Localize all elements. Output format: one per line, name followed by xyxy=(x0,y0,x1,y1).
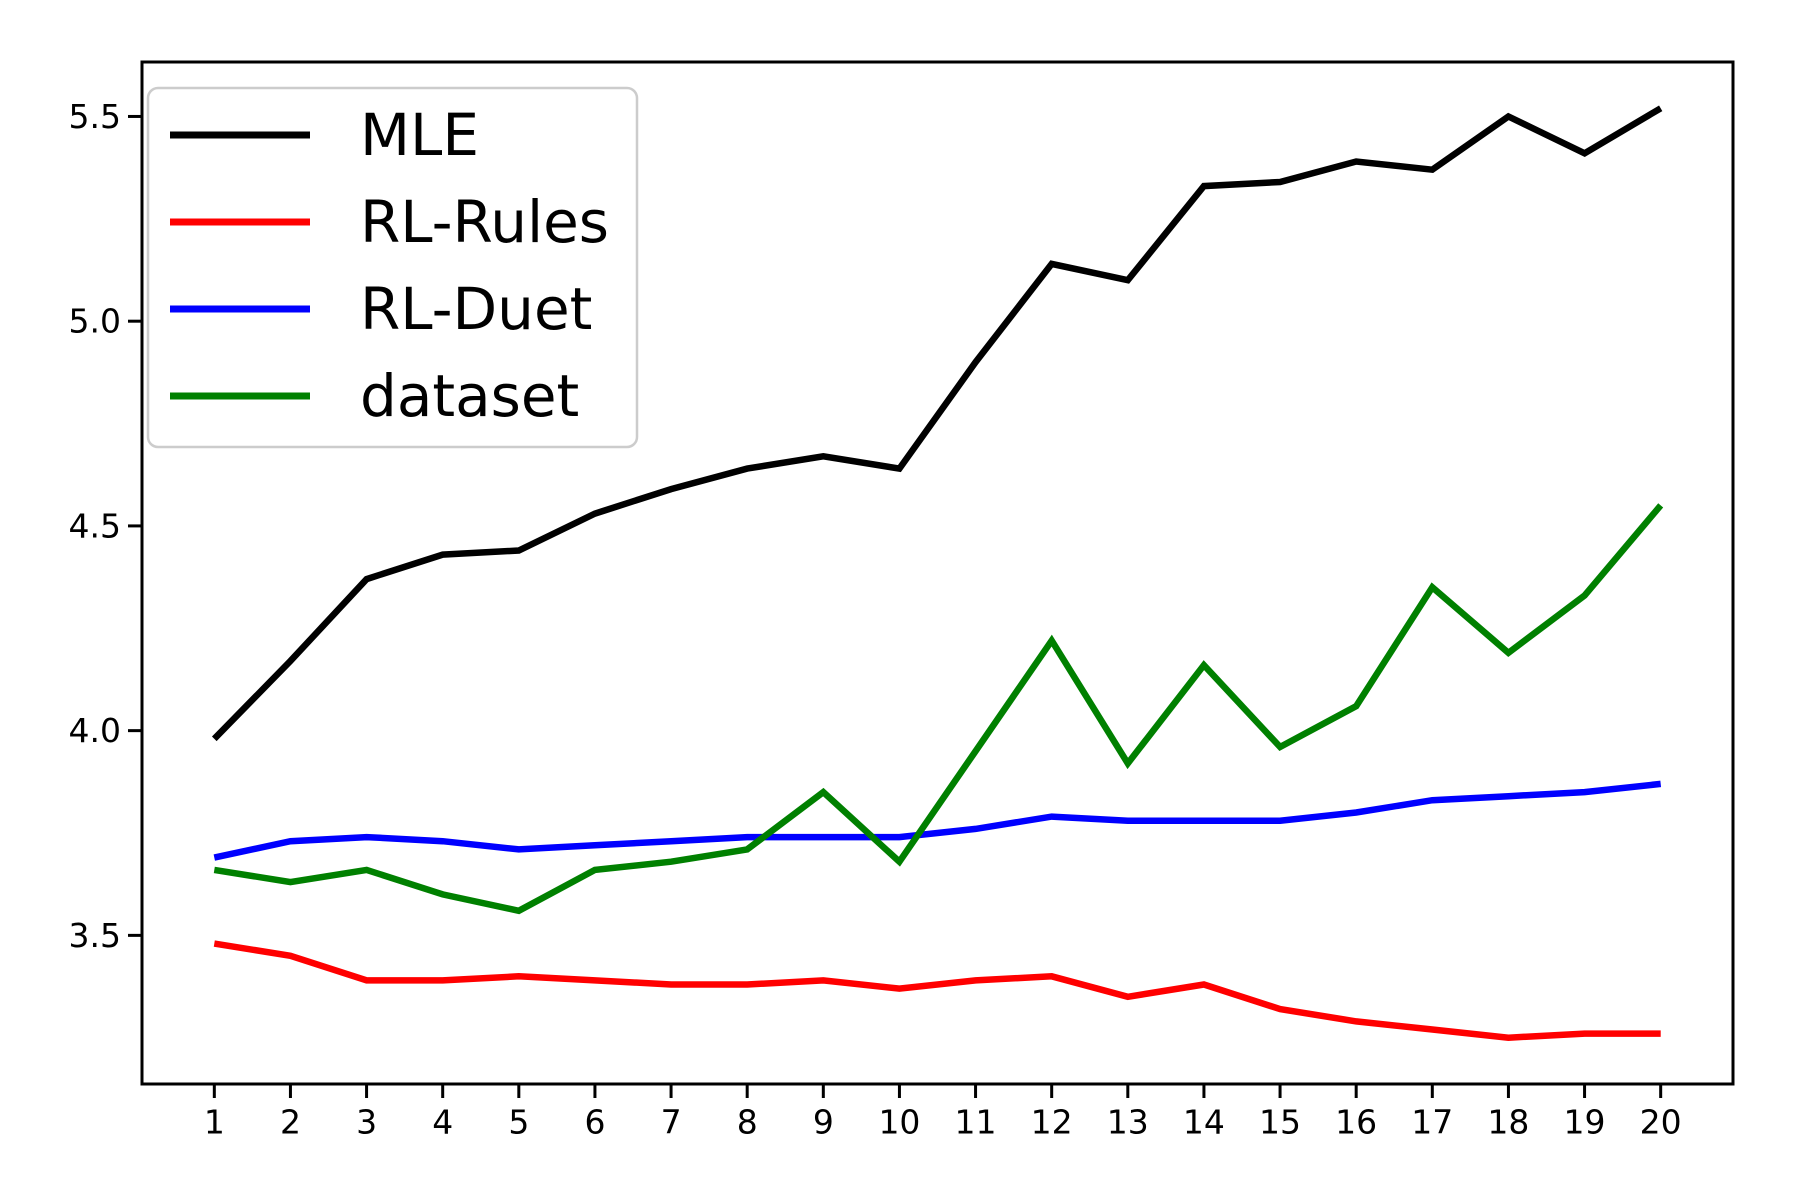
legend-label: RL-Rules xyxy=(360,188,609,256)
y-tick-label: 4.5 xyxy=(69,506,121,545)
series-line-RL-Duet xyxy=(213,780,1662,861)
y-tick-label: 5.0 xyxy=(69,302,121,341)
x-tick-label: 7 xyxy=(661,1103,682,1142)
x-tick-label: 13 xyxy=(1107,1103,1149,1142)
x-tick-label: 4 xyxy=(432,1103,453,1142)
legend-item: RL-Duet xyxy=(170,275,592,343)
x-tick-label: 14 xyxy=(1183,1103,1225,1142)
x-tick-label: 20 xyxy=(1640,1103,1682,1142)
x-tick-label: 10 xyxy=(878,1103,920,1142)
legend-item: RL-Rules xyxy=(170,188,609,256)
legend-box xyxy=(146,86,639,449)
x-tick-label: 11 xyxy=(955,1103,997,1142)
series-line-MLE xyxy=(211,105,1663,742)
y-tick-label: 5.5 xyxy=(69,97,121,136)
x-tick-label: 6 xyxy=(584,1103,605,1142)
x-tick-label: 3 xyxy=(356,1103,377,1142)
x-tick-label: 2 xyxy=(280,1103,301,1142)
y-tick-label: 3.5 xyxy=(69,916,121,955)
x-tick-label: 5 xyxy=(508,1103,529,1142)
x-tick-label: 12 xyxy=(1031,1103,1073,1142)
x-tick-label: 15 xyxy=(1259,1103,1301,1142)
x-tick-label: 1 xyxy=(204,1103,225,1142)
x-tick-label: 19 xyxy=(1564,1103,1606,1142)
legend: MLE RL-Rules RL-Duet dataset xyxy=(146,86,639,449)
x-tick-label: 9 xyxy=(813,1103,834,1142)
x-tick-label: 16 xyxy=(1335,1103,1377,1142)
legend-label: MLE xyxy=(360,101,479,169)
legend-item: dataset xyxy=(170,362,579,430)
legend-label: RL-Duet xyxy=(360,275,592,343)
x-tick-label: 18 xyxy=(1487,1103,1529,1142)
y-tick-label: 4.0 xyxy=(69,711,121,750)
axes: 1 2 3 4 5 6 7 8 9 10 11 12 13 14 15 16 17 18 19 203.54.04.5… xyxy=(69,97,1682,1142)
series-lines xyxy=(211,105,1664,1041)
series-line-RL-Rules xyxy=(213,940,1661,1041)
x-tick-label: 8 xyxy=(737,1103,758,1142)
series-line-dataset xyxy=(213,503,1664,915)
x-tick-label: 17 xyxy=(1411,1103,1453,1142)
legend-label: dataset xyxy=(360,362,579,430)
legend-item: MLE xyxy=(170,101,479,169)
